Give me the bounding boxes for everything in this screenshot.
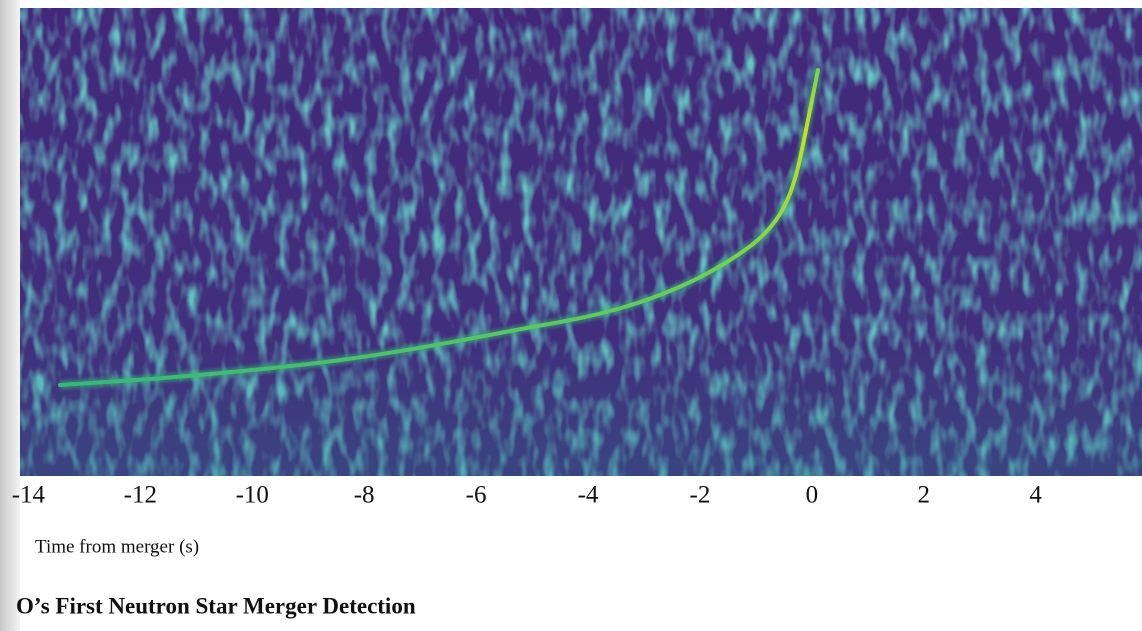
window-shadow <box>0 0 20 631</box>
x-tick-label: -10 <box>236 482 269 509</box>
chart-title: O’s First Neutron Star Merger Detection <box>16 593 416 618</box>
spectrogram-low-band <box>20 8 1142 476</box>
x-axis: -14 -12 -10 -8 -6 -4 -2 0 2 4 <box>12 482 1043 509</box>
x-axis-label: Time from merger (s) <box>35 536 199 557</box>
x-tick-label: 4 <box>1029 482 1042 509</box>
x-tick-label: -8 <box>354 482 375 509</box>
x-tick-label: -2 <box>690 482 711 509</box>
x-tick-label: -6 <box>466 482 487 509</box>
x-tick-label: -4 <box>578 482 599 509</box>
x-tick-label: -12 <box>124 482 157 509</box>
x-tick-label: 2 <box>918 482 931 509</box>
x-tick-label: 0 <box>806 482 819 509</box>
chirp-track <box>58 68 820 387</box>
x-tick-label: -14 <box>12 482 46 509</box>
spectrogram-area <box>20 8 1142 476</box>
